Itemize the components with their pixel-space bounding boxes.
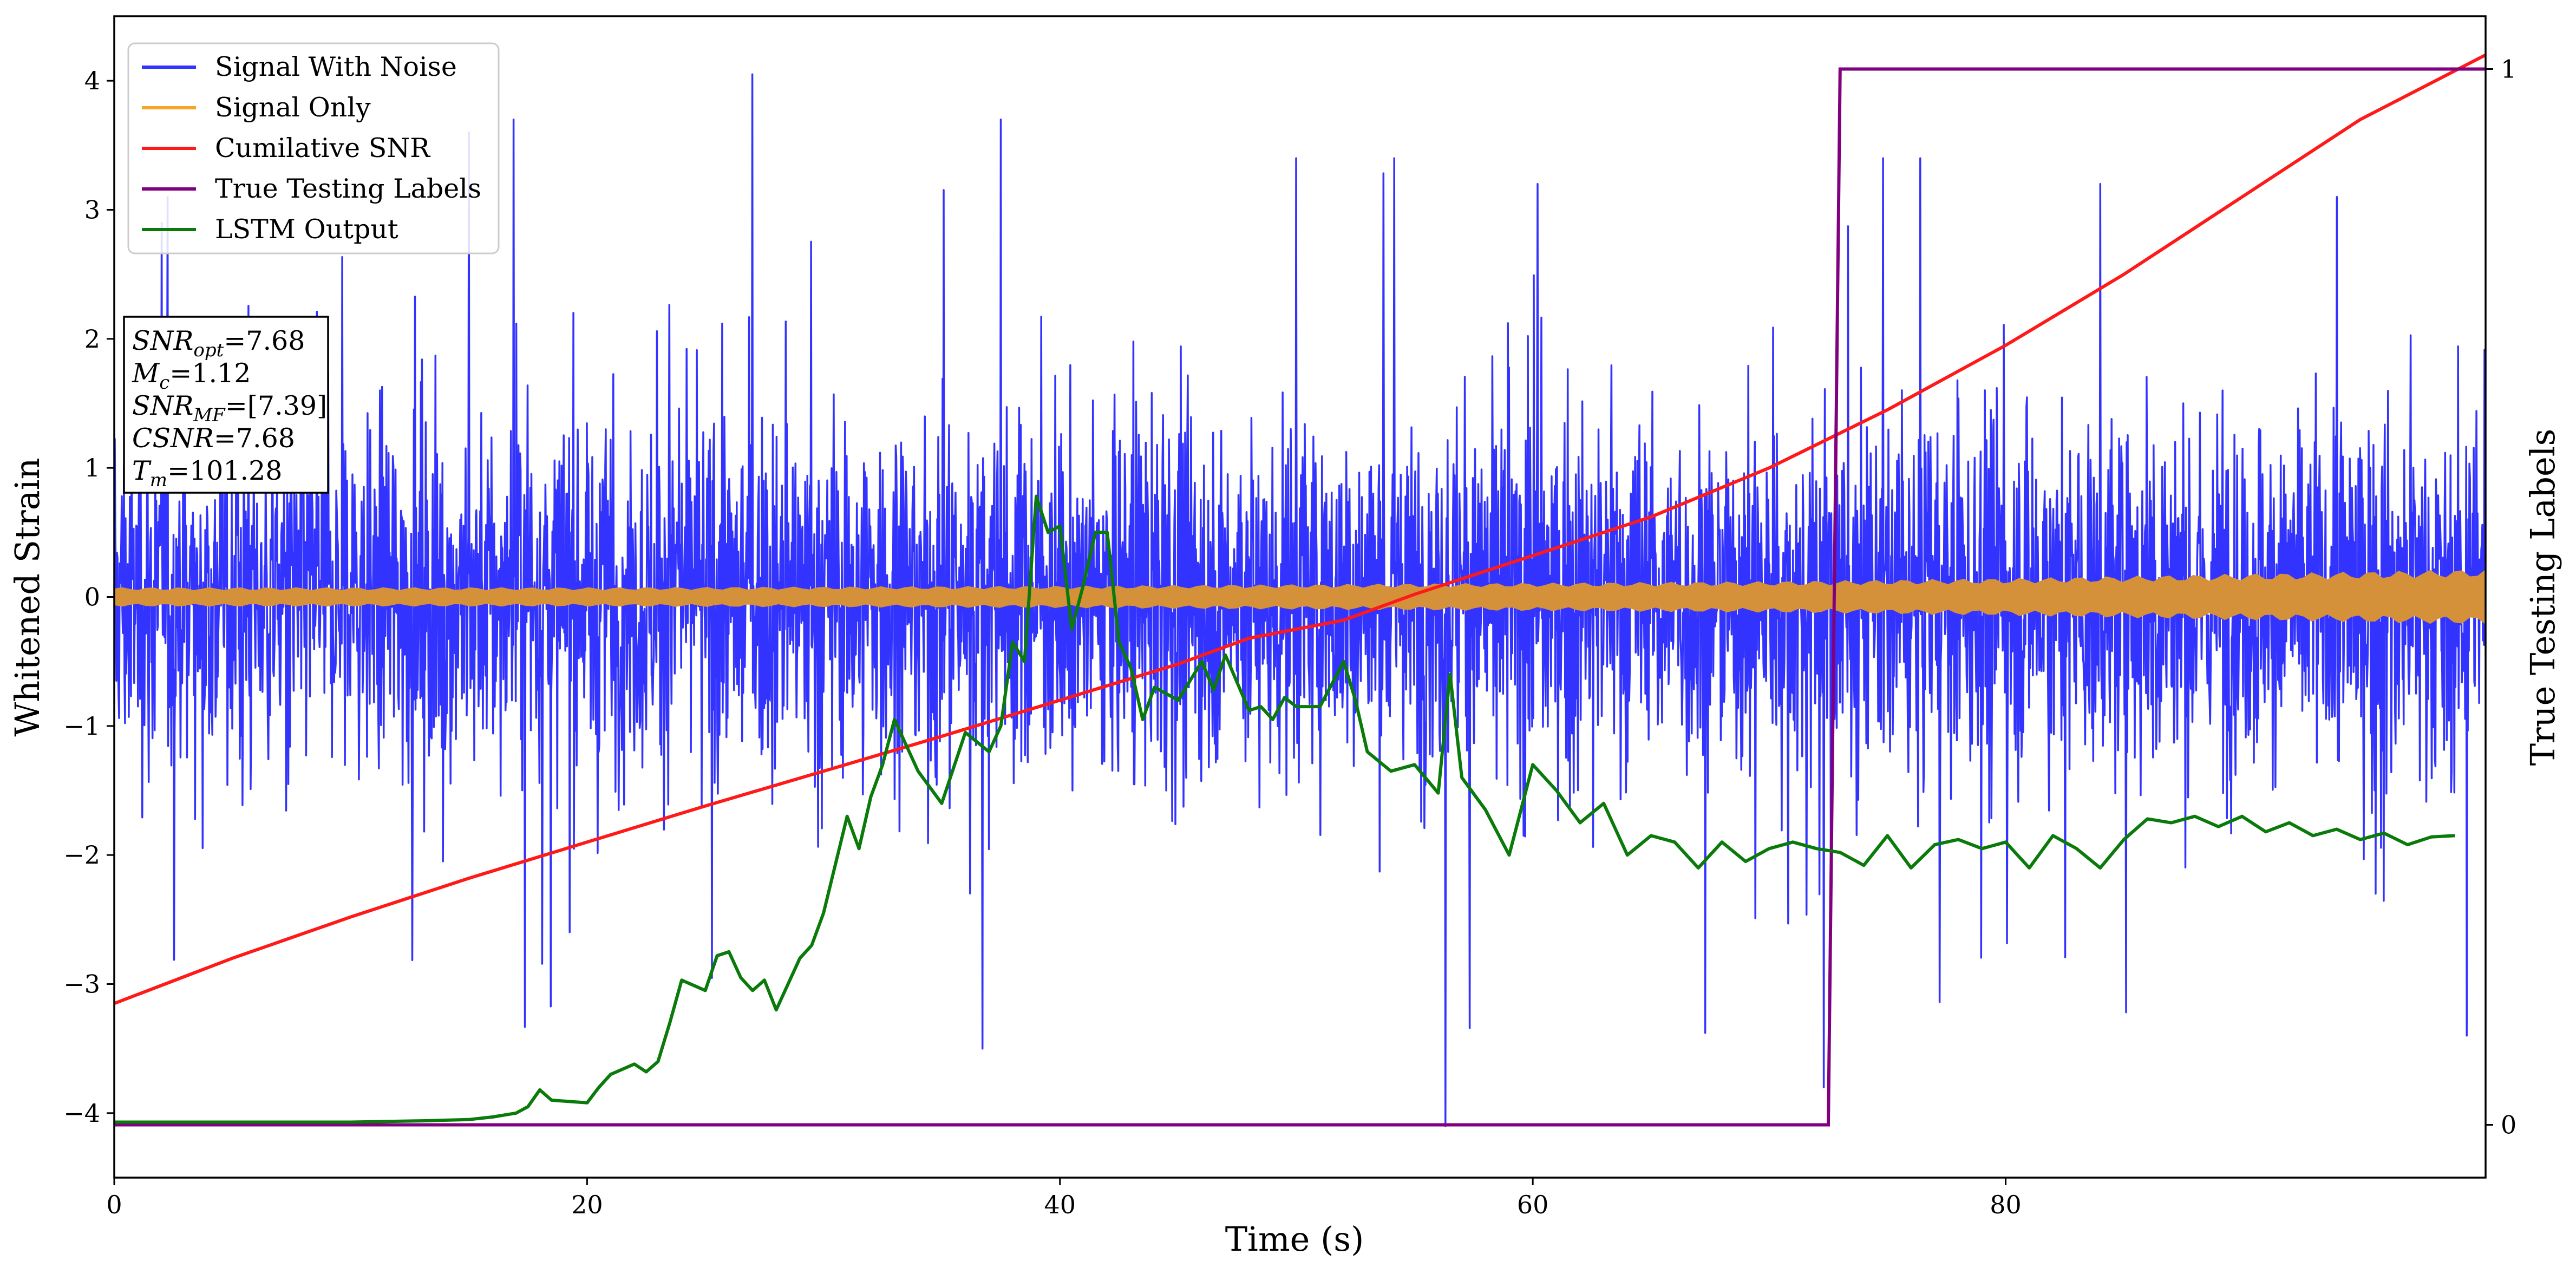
x-tick-label-0: 0 xyxy=(106,1190,122,1219)
y-tick-label-1: −3 xyxy=(63,970,100,999)
legend-label-1: Signal Only xyxy=(215,92,371,123)
y-tick-label-7: 3 xyxy=(84,195,100,225)
legend-label-3: True Testing Labels xyxy=(215,173,481,204)
annotation-symbol-3: CSNR xyxy=(132,423,214,454)
true-testing-labels-series xyxy=(114,67,2486,1127)
legend: Signal With Noise Signal Only Cumilative S… xyxy=(127,42,500,254)
annotation-value-3: =7.68 xyxy=(214,423,295,454)
x-tick-label-2: 40 xyxy=(1044,1190,1076,1219)
annotation-line-2: SNRMF=[7.39] xyxy=(132,390,327,426)
annotation-value-1: =1.12 xyxy=(169,358,251,389)
signal-only-series xyxy=(114,569,2486,625)
annotation-subscript-1: c xyxy=(159,372,169,394)
x-axis: 0 20 40 60 80 xyxy=(106,1178,2022,1219)
y2-axis-title: True Testing Labels xyxy=(2523,429,2562,766)
annotation-value-2: =[7.39] xyxy=(225,390,327,421)
y-tick-label-3: −1 xyxy=(63,711,100,741)
annotation-frame xyxy=(123,316,329,494)
y-tick-label-0: −4 xyxy=(63,1099,100,1128)
annotation-symbol-1: M xyxy=(132,358,160,389)
annotation-subscript-0: opt xyxy=(193,339,224,361)
y-tick-label-2: −2 xyxy=(63,840,100,870)
x-axis-title: Time (s) xyxy=(1225,1219,1364,1259)
y-tick-label-5: 1 xyxy=(84,453,100,482)
annotation-box: SNRopt=7.68Mc=1.12SNRMF=[7.39]CSNR=7.68T… xyxy=(123,316,329,494)
legend-label-4: LSTM Output xyxy=(215,214,398,245)
y-tick-label-8: 4 xyxy=(84,66,100,95)
annotation-line-3: CSNR=7.68 xyxy=(132,423,295,454)
legend-label-0: Signal With Noise xyxy=(215,51,457,82)
annotation-line-4: Tm=101.28 xyxy=(132,455,282,491)
annotation-value-4: =101.28 xyxy=(167,455,283,486)
y2-tick-label-1: 1 xyxy=(2501,55,2516,84)
x-tick-label-4: 80 xyxy=(1990,1190,2022,1219)
y2-tick-label-0: 0 xyxy=(2501,1110,2516,1140)
annotation-subscript-4: m xyxy=(150,469,167,491)
y-tick-label-4: 0 xyxy=(84,583,100,612)
lstm-output-series xyxy=(114,494,2455,1124)
annotation-subscript-2: MF xyxy=(193,404,226,426)
x-tick-label-1: 20 xyxy=(571,1190,603,1219)
annotation-symbol-4: T xyxy=(132,455,152,486)
y-axis-left: −4 −3 −2 −1 0 1 2 3 4 xyxy=(63,66,114,1128)
annotation-line-1: Mc=1.12 xyxy=(132,358,251,394)
annotation-symbol-0: SNR xyxy=(132,325,193,356)
y-axis-right: 01 xyxy=(2486,55,2516,1140)
legend-label-2: Cumilative SNR xyxy=(215,133,431,164)
x-tick-label-3: 60 xyxy=(1517,1190,1549,1219)
annotation-value-0: =7.68 xyxy=(224,325,305,356)
annotation-line-0: SNRopt=7.68 xyxy=(132,325,305,361)
y-axis-title: Whitened Strain xyxy=(8,458,47,737)
y-tick-label-6: 2 xyxy=(84,324,100,354)
annotation-symbol-2: SNR xyxy=(132,390,193,421)
legend-frame xyxy=(127,42,500,254)
cumulative-snr-series xyxy=(114,53,2486,1005)
